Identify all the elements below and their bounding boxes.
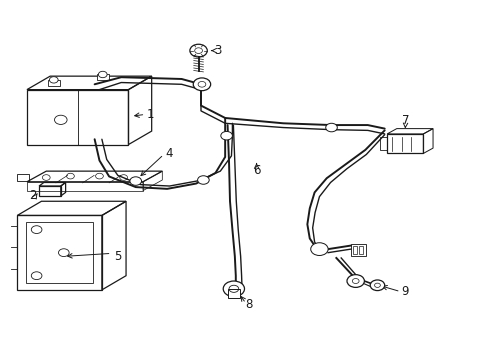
Text: 1: 1 (146, 108, 154, 121)
Text: 3: 3 (214, 44, 221, 57)
Circle shape (325, 123, 337, 132)
Circle shape (221, 131, 232, 140)
Text: 2: 2 (29, 189, 37, 202)
Circle shape (310, 243, 327, 256)
Bar (26, 222, 93, 283)
Circle shape (197, 176, 209, 184)
Bar (17, 174, 29, 181)
Bar (379, 138, 386, 150)
Bar (227, 289, 239, 298)
Circle shape (49, 77, 58, 83)
Text: 8: 8 (245, 298, 252, 311)
Bar (48, 80, 60, 86)
Text: 9: 9 (401, 285, 408, 298)
Bar (386, 134, 423, 153)
Text: 6: 6 (252, 164, 260, 177)
Circle shape (223, 281, 244, 297)
Circle shape (369, 280, 384, 291)
Bar (97, 75, 108, 80)
Circle shape (346, 275, 364, 287)
Bar (350, 244, 366, 256)
Bar (27, 90, 128, 145)
Text: 5: 5 (114, 250, 122, 263)
Bar (39, 186, 61, 196)
Bar (352, 246, 356, 255)
Circle shape (193, 78, 210, 91)
Text: 4: 4 (165, 147, 173, 160)
Circle shape (98, 71, 107, 78)
Bar (358, 246, 363, 255)
Circle shape (130, 177, 141, 185)
Text: 7: 7 (401, 114, 408, 127)
